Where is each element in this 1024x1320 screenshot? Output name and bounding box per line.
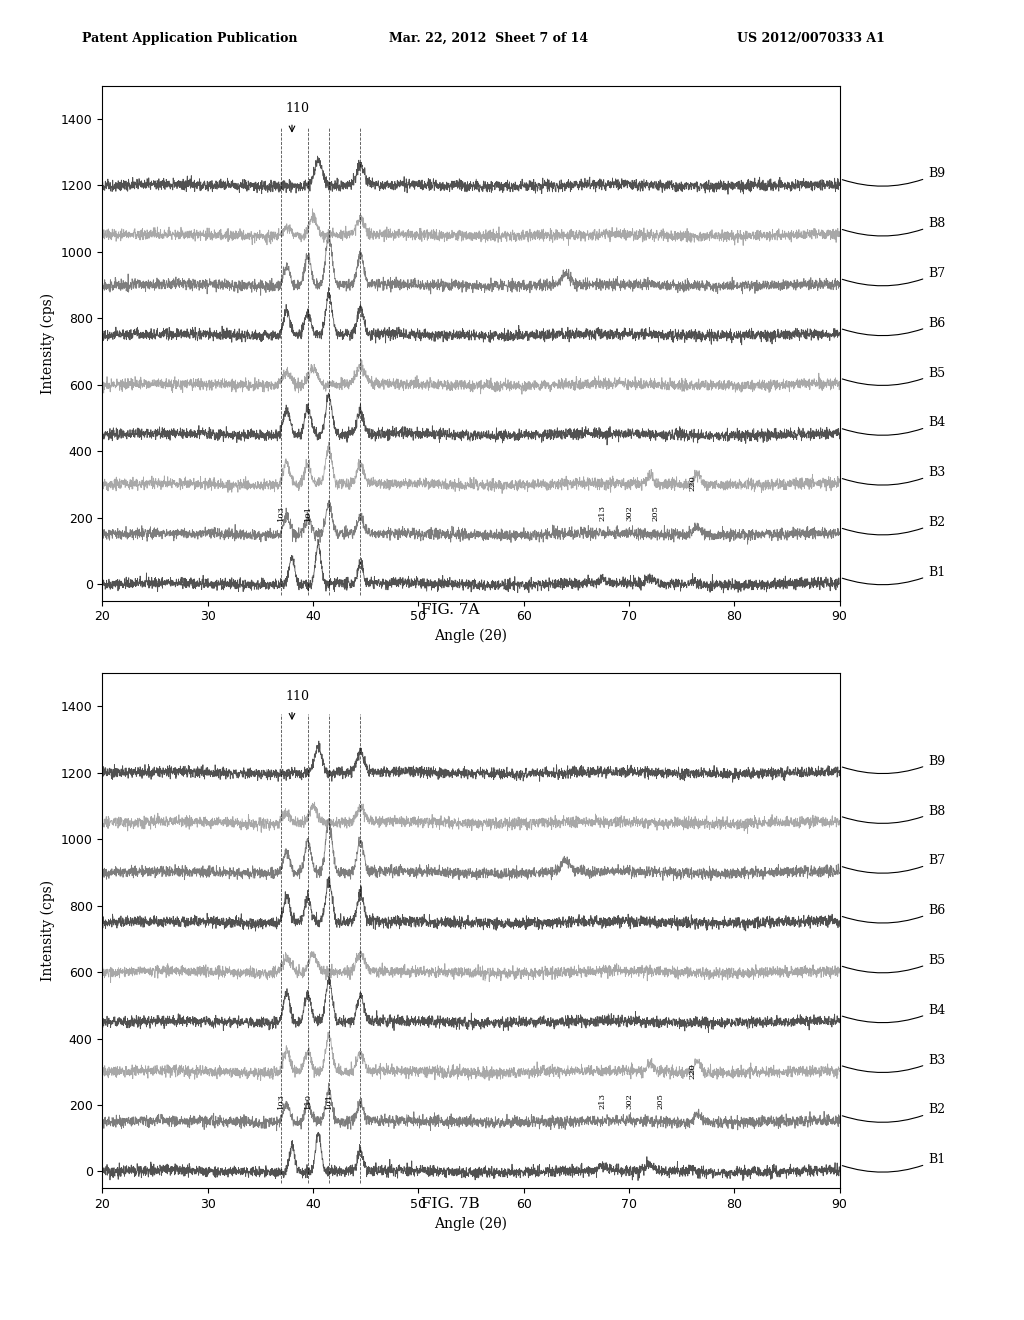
Text: B1: B1	[843, 1154, 945, 1172]
Text: Mar. 22, 2012  Sheet 7 of 14: Mar. 22, 2012 Sheet 7 of 14	[389, 32, 588, 45]
Y-axis label: Intensity (cps): Intensity (cps)	[41, 880, 55, 981]
Text: 110: 110	[304, 1093, 311, 1109]
Text: FIG. 7B: FIG. 7B	[421, 1197, 480, 1210]
Text: 101: 101	[325, 1093, 333, 1109]
Text: B6: B6	[843, 904, 945, 923]
X-axis label: Angle (2θ): Angle (2θ)	[434, 628, 508, 643]
Text: 213: 213	[599, 506, 606, 521]
Text: B5: B5	[843, 954, 945, 973]
Text: B7: B7	[843, 854, 945, 874]
Text: B3: B3	[843, 466, 945, 484]
Text: 220: 220	[688, 475, 696, 491]
Text: B1: B1	[843, 566, 945, 585]
Text: B2: B2	[843, 516, 945, 535]
Text: B9: B9	[843, 168, 945, 186]
Text: B3: B3	[843, 1053, 945, 1072]
Text: 103: 103	[278, 506, 286, 521]
Text: B8: B8	[843, 804, 945, 824]
Text: B2: B2	[843, 1104, 945, 1122]
Text: FIG. 7A: FIG. 7A	[421, 603, 480, 616]
Text: US 2012/0070333 A1: US 2012/0070333 A1	[737, 32, 885, 45]
Text: B9: B9	[843, 755, 945, 774]
Text: 103: 103	[278, 1093, 286, 1109]
Text: B4: B4	[843, 416, 945, 436]
Text: B6: B6	[843, 317, 945, 335]
Text: B8: B8	[843, 216, 945, 236]
Text: 220: 220	[688, 1063, 696, 1078]
Text: 101: 101	[304, 506, 311, 521]
Text: 302: 302	[625, 506, 633, 521]
Text: 213: 213	[599, 1093, 606, 1109]
Text: 205: 205	[656, 1093, 665, 1109]
Y-axis label: Intensity (cps): Intensity (cps)	[41, 293, 55, 393]
Text: B7: B7	[843, 267, 945, 286]
Text: B4: B4	[843, 1003, 945, 1023]
Text: B5: B5	[843, 367, 945, 385]
Text: 205: 205	[651, 506, 659, 521]
Text: 302: 302	[625, 1093, 633, 1109]
Text: 110: 110	[286, 103, 309, 115]
X-axis label: Angle (2θ): Angle (2θ)	[434, 1216, 508, 1230]
Text: 110: 110	[286, 690, 309, 702]
Text: Patent Application Publication: Patent Application Publication	[82, 32, 297, 45]
